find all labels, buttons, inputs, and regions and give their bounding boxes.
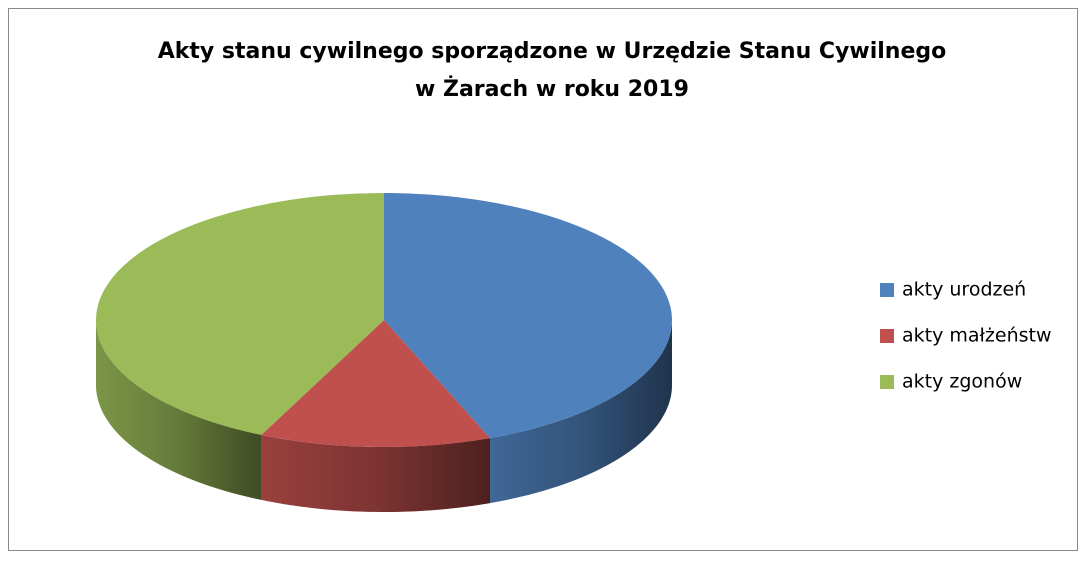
slice-side-shade xyxy=(261,434,491,512)
slice-side-shade xyxy=(96,320,262,500)
pie-slice xyxy=(96,193,384,500)
slice-top xyxy=(96,193,384,435)
legend-swatch xyxy=(880,283,894,297)
slice-side-shade xyxy=(490,320,672,504)
pie-slice xyxy=(261,320,491,512)
legend-label: akty małżeństw xyxy=(902,325,1052,347)
slice-top xyxy=(261,320,491,447)
legend-label: akty zgonów xyxy=(902,371,1022,393)
legend-label: akty urodzeń xyxy=(902,279,1026,301)
slice-top xyxy=(384,193,672,439)
pie-slice xyxy=(384,193,672,504)
chart-title: w Żarach w roku 2019 xyxy=(415,76,689,102)
legend-swatch xyxy=(880,375,894,389)
chart-title: Akty stanu cywilnego sporządzone w Urzęd… xyxy=(158,39,947,64)
legend-swatch xyxy=(880,329,894,343)
